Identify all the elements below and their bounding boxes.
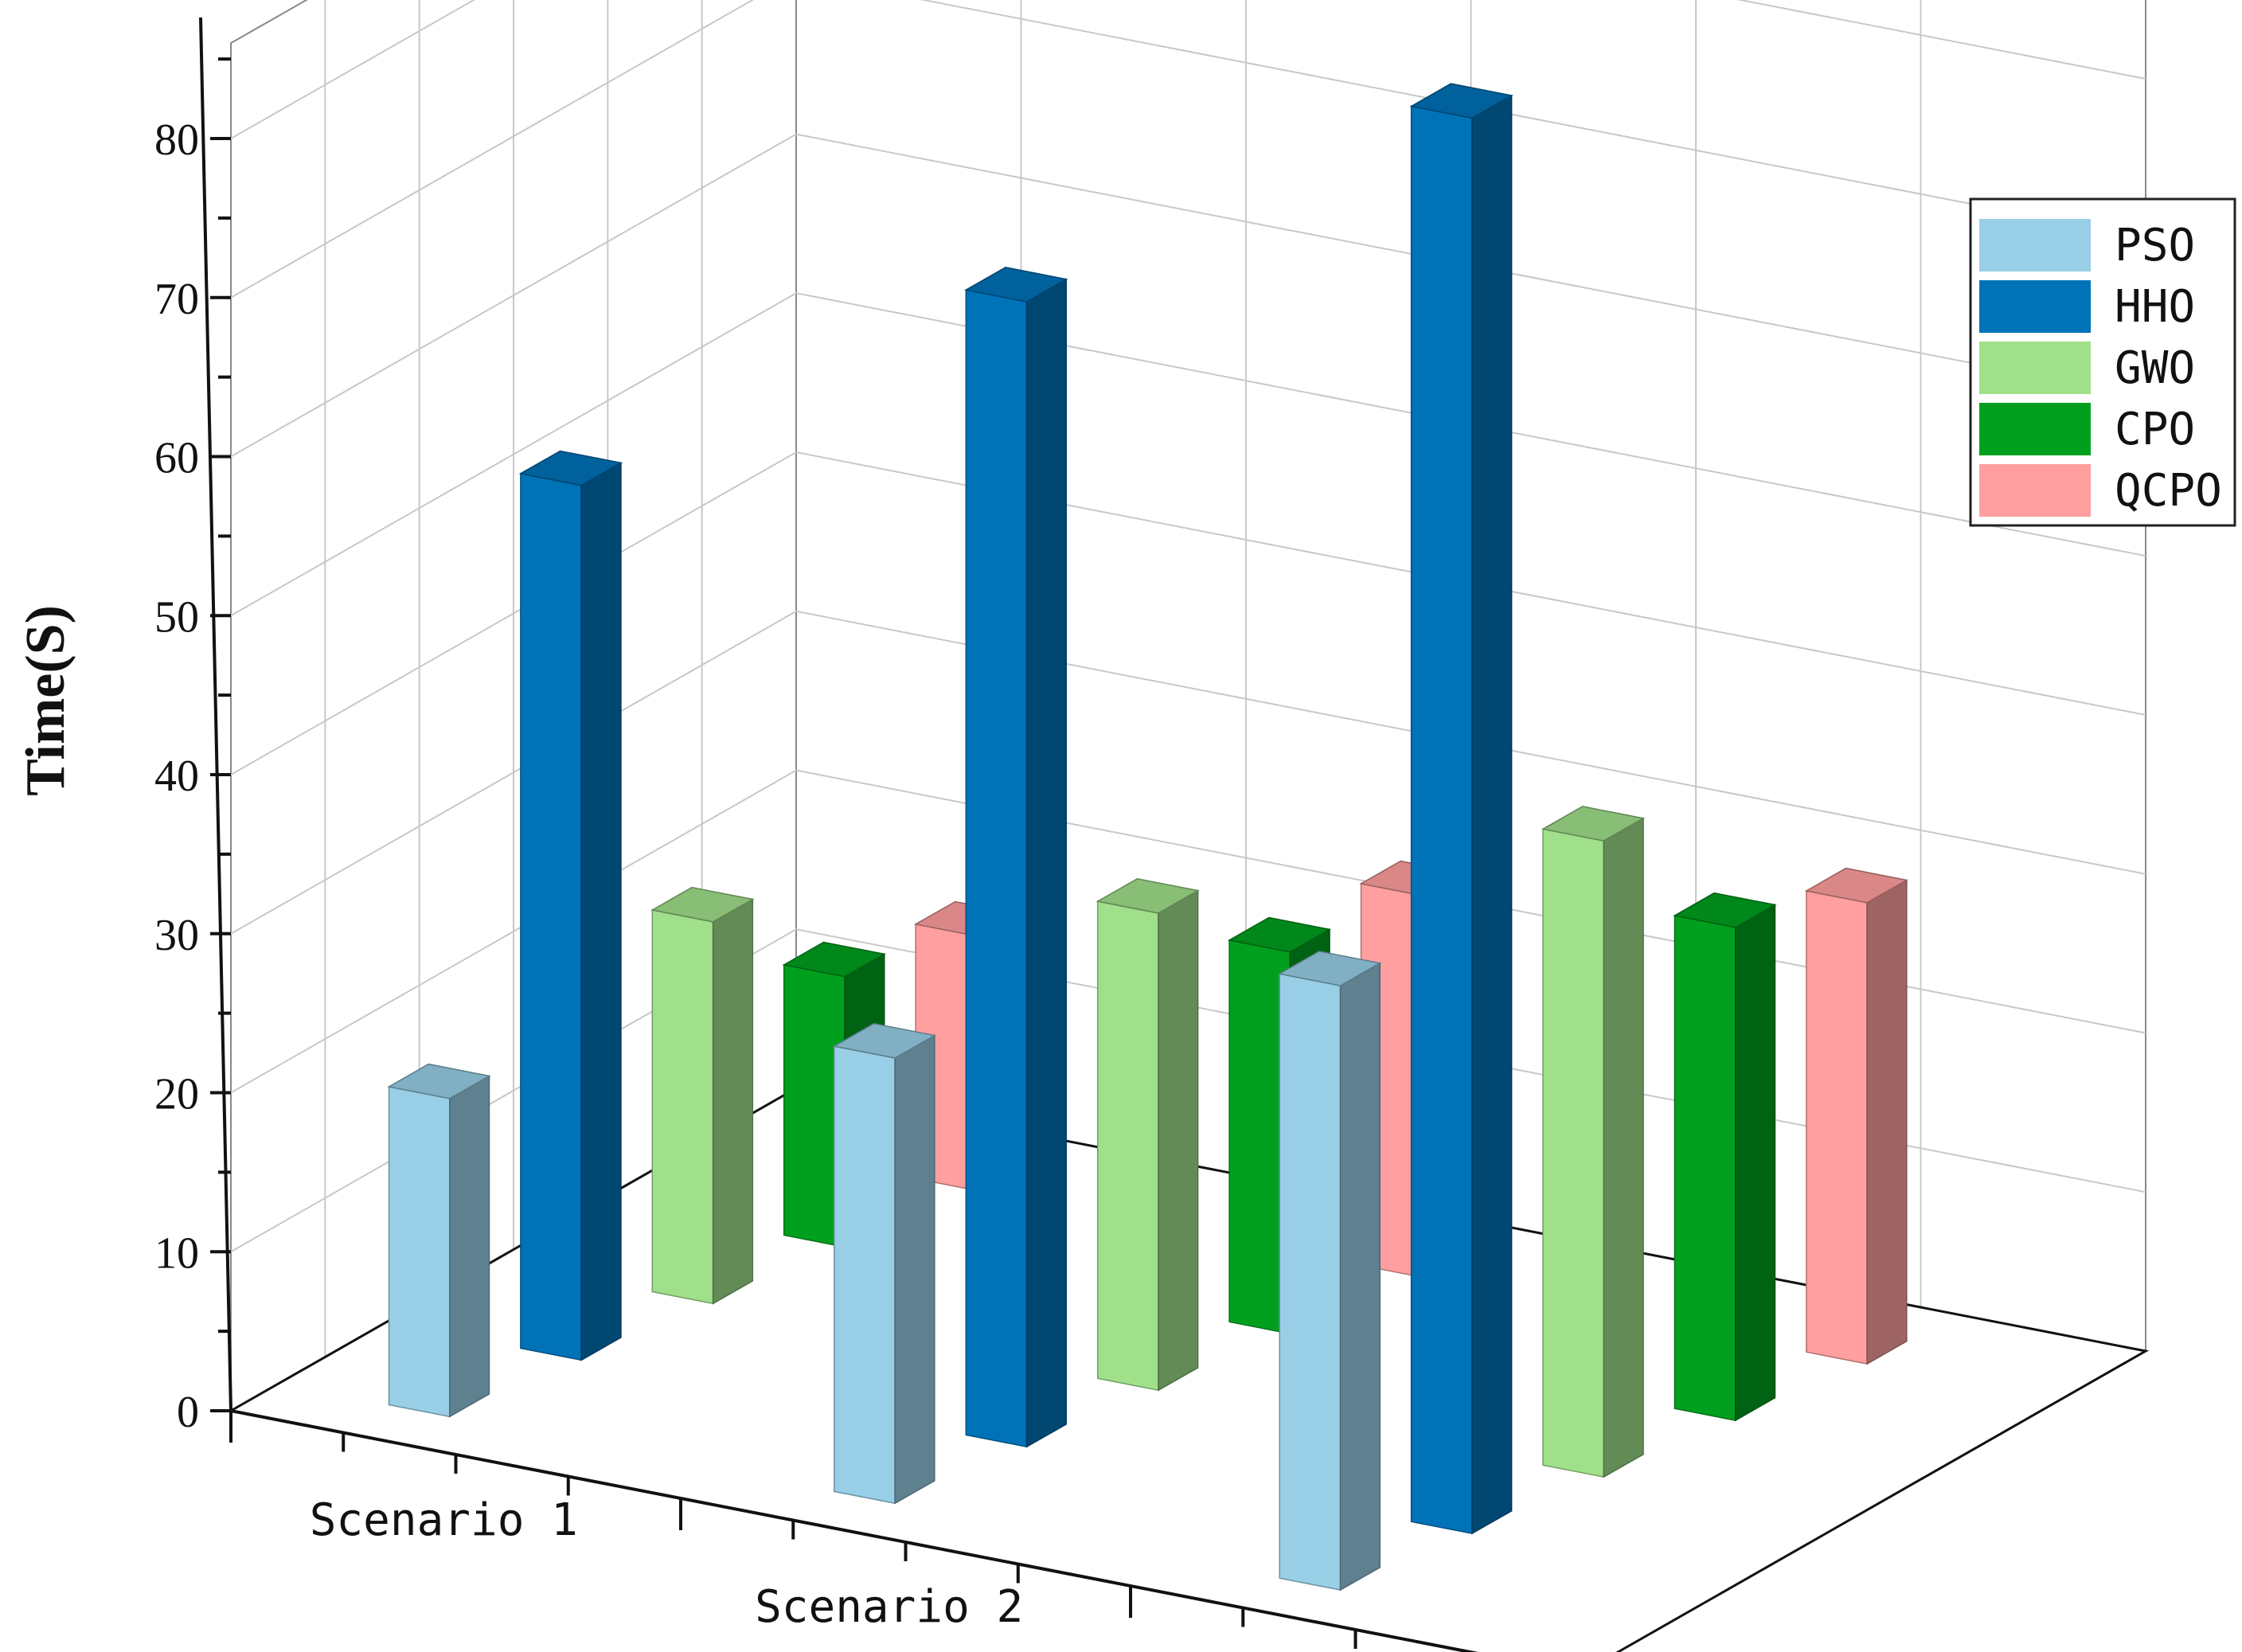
bar-front-face — [651, 909, 714, 1305]
y-tick-label: 20 — [154, 1070, 199, 1119]
legend-swatch-pso — [1979, 219, 2091, 271]
bar-side-face — [894, 1034, 935, 1505]
legend: PSO HHO GWO CPO QCPO — [1969, 197, 2236, 527]
bar-qcpo-scenario-3 — [1804, 867, 1908, 1365]
bar-top-face — [518, 450, 623, 486]
bar-top-face — [1278, 951, 1382, 986]
bar-gwo-scenario-3 — [1541, 806, 1646, 1478]
legend-label-qcpo: QCPO — [2115, 465, 2222, 517]
bar-front-face — [834, 1045, 896, 1505]
bar-cpo-scenario-3 — [1673, 892, 1777, 1422]
y-tick-label: 0 — [177, 1388, 199, 1437]
legend-label-cpo: CPO — [2115, 404, 2195, 455]
bar-top-face — [1541, 806, 1646, 842]
y-tick-label: 80 — [154, 115, 199, 165]
legend-swatch-cpo — [1979, 403, 2091, 455]
bar-front-face — [388, 1086, 451, 1418]
bar-front-face — [1096, 900, 1159, 1392]
bar-pso-scenario-3 — [1278, 951, 1382, 1591]
y-axis-title: Time(S) — [15, 605, 76, 796]
bar-pso-scenario-1 — [387, 1063, 491, 1418]
bar-top-face — [1409, 83, 1514, 119]
x-category-label: Scenario 2 — [755, 1581, 1023, 1633]
bar-side-face — [580, 462, 622, 1361]
bar-top-face — [1804, 867, 1908, 904]
y-tick-label: 10 — [154, 1228, 199, 1278]
y-tick-label: 60 — [154, 434, 199, 483]
x-category-label: Scenario 1 — [310, 1494, 578, 1546]
bar-top-face — [1096, 878, 1200, 914]
bar-side-face — [712, 898, 754, 1305]
bar-front-face — [1279, 973, 1342, 1591]
bar-side-face — [1025, 278, 1067, 1448]
y-tick-label: 70 — [154, 275, 199, 324]
bar-front-face — [1542, 828, 1605, 1478]
bar-gwo-scenario-2 — [1096, 878, 1200, 1392]
bar-top-face — [832, 1022, 936, 1059]
bar-gwo-scenario-1 — [650, 886, 755, 1305]
bar-top-face — [387, 1063, 491, 1099]
bar-top-face — [650, 886, 755, 923]
y-tick-label: 40 — [154, 752, 199, 801]
bar-side-face — [1471, 94, 1513, 1535]
bar-hho-scenario-1 — [518, 450, 623, 1361]
bar-top-face — [964, 267, 1068, 303]
legend-label-hho: HHO — [2115, 281, 2195, 333]
legend-label-pso: PSO — [2115, 220, 2195, 271]
bar-side-face — [1866, 879, 1908, 1365]
bar-hho-scenario-2 — [964, 267, 1068, 1448]
bar-side-face — [1158, 889, 1199, 1392]
bar-hho-scenario-3 — [1409, 83, 1514, 1535]
legend-swatch-gwo — [1979, 342, 2091, 394]
bar-top-face — [782, 941, 886, 978]
y-axis-line — [199, 17, 232, 1412]
bar-side-face — [1734, 904, 1776, 1422]
bar-top-face — [1673, 892, 1777, 928]
bar-front-face — [1806, 890, 1868, 1365]
bar-side-face — [1603, 817, 1644, 1478]
legend-label-gwo: GWO — [2115, 342, 2195, 394]
bars — [387, 83, 1908, 1591]
legend-swatch-hho — [1979, 280, 2091, 333]
y-tick-label: 50 — [154, 592, 199, 642]
bar-front-face — [1674, 915, 1736, 1422]
bar-front-face — [965, 289, 1028, 1448]
bar-front-face — [1410, 105, 1473, 1535]
legend-swatch-qcpo — [1979, 464, 2091, 517]
bar-pso-scenario-2 — [832, 1022, 936, 1505]
bar-front-face — [520, 472, 582, 1361]
bar-side-face — [449, 1075, 490, 1418]
bar-top-face — [1227, 916, 1332, 953]
y-tick-label: 30 — [154, 911, 199, 960]
bar-side-face — [1339, 962, 1381, 1591]
